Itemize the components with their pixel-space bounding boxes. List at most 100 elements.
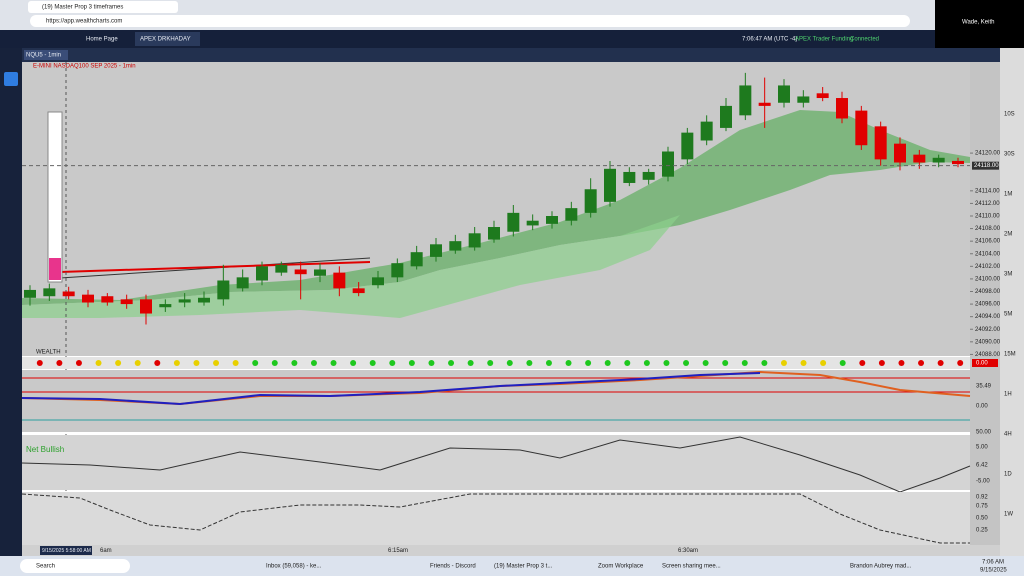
search: Search — [36, 564, 55, 570]
timeframe[interactable]: 3M — [1004, 272, 1012, 278]
stoch-line — [21, 493, 970, 544]
signal-dot — [173, 360, 180, 366]
timeframe[interactable]: 30S — [1004, 152, 1015, 158]
signal-dot — [36, 360, 43, 366]
candle-body — [739, 85, 752, 116]
signal-dot — [330, 360, 337, 366]
timeframe[interactable]: 5M — [1004, 312, 1012, 318]
address-bar[interactable] — [30, 15, 910, 27]
task-app[interactable]: Zoom Workplace — [598, 564, 644, 570]
signal-dot — [56, 360, 63, 366]
search-box[interactable] — [20, 559, 130, 573]
color-swatch[interactable] — [49, 258, 61, 280]
candle-body — [623, 171, 636, 183]
timeframe[interactable]: 10S — [1004, 112, 1015, 118]
browser-tab[interactable] — [28, 1, 178, 13]
signal-dot — [389, 360, 396, 366]
timeframe[interactable]: 4H — [1004, 432, 1012, 438]
cloud-outer — [22, 215, 680, 318]
candle-body — [932, 157, 945, 163]
timeframe[interactable]: 1H — [1004, 392, 1012, 398]
candle-body — [952, 160, 964, 165]
candle-body — [101, 296, 114, 303]
signal-dot — [741, 360, 748, 366]
active-tab[interactable] — [135, 32, 200, 46]
stoch-value: 0.50 — [976, 516, 988, 522]
signal-dot — [467, 360, 474, 366]
task-app[interactable]: Friends - Discord — [430, 564, 476, 570]
signal-dot — [702, 360, 709, 366]
drawing-toolbar — [47, 111, 63, 283]
app-tab[interactable]: APEX DRKHADAY — [140, 37, 191, 43]
momentum-panel — [22, 435, 970, 490]
signal-dot — [624, 360, 631, 366]
candle-body — [391, 263, 404, 278]
candle-body — [24, 289, 36, 298]
timeframe[interactable]: 1D — [1004, 472, 1012, 478]
url: https://app.wealthcharts.com — [46, 19, 122, 25]
momentum-value: 6.42 — [976, 463, 988, 469]
signal-dot — [428, 360, 435, 366]
price-axis — [970, 62, 1000, 546]
candle-body — [507, 212, 520, 232]
task-app[interactable]: Inbox (59,058) - ke... — [266, 564, 322, 570]
news: Brandon Aubrey mad... — [850, 564, 912, 570]
price-label: 24094.00 — [975, 314, 1001, 320]
task-date: 9/15/2025 — [980, 568, 1007, 574]
signal-dot — [565, 360, 572, 366]
stoch-value: 0.25 — [976, 528, 988, 534]
candle-body — [874, 126, 887, 160]
osc-line — [21, 372, 761, 406]
candle-body — [720, 105, 732, 128]
signal-dot — [448, 360, 455, 366]
time-label: 6:15am — [388, 548, 408, 554]
stoch-value: 0.92 — [976, 495, 988, 501]
signal-dot — [545, 360, 552, 366]
price-label: 24096.00 — [975, 302, 1001, 308]
candle-body — [43, 288, 56, 297]
stoch-panel — [22, 492, 970, 545]
add-button[interactable] — [4, 72, 18, 86]
task-app[interactable]: (19) Master Prop 3 t... — [494, 564, 553, 570]
signal-dot — [506, 360, 513, 366]
task-time: 7:06 AM — [982, 560, 1004, 566]
candle-body — [700, 121, 713, 141]
signal-dot — [350, 360, 357, 366]
signal-dot — [878, 360, 885, 366]
signal-dot — [134, 360, 141, 366]
timeframe[interactable]: 15M — [1004, 352, 1016, 358]
symbol-tab[interactable] — [24, 50, 68, 60]
price-label: 24090.00 — [975, 339, 1001, 345]
candle-body — [913, 154, 926, 163]
timeframe[interactable]: 2M — [1004, 232, 1012, 238]
chart-header: E-MINI NASDAQ100 SEP 2025 - 1min — [33, 64, 136, 70]
candle-body — [256, 266, 268, 281]
cursor-tag — [40, 546, 92, 555]
candle-body — [82, 294, 94, 303]
cloud-inner — [22, 110, 970, 305]
oscillator-panel — [22, 370, 970, 432]
trendline — [59, 261, 371, 273]
time-label: 6am — [100, 548, 112, 554]
signal-dot — [310, 360, 317, 366]
candle-body — [584, 189, 597, 213]
candle-body — [294, 269, 307, 275]
candle-body — [488, 227, 500, 240]
task-app[interactable]: Screen sharing mee... — [662, 564, 721, 570]
timeframe[interactable]: 1M — [1004, 192, 1012, 198]
candle-body — [314, 269, 326, 276]
price-label: 24112.00 — [975, 201, 1000, 207]
signal-dot — [957, 360, 964, 366]
price-label: 24092.00 — [975, 327, 1001, 333]
candle-body — [352, 288, 365, 294]
app-tab[interactable]: Home Page — [86, 37, 118, 43]
app-header — [0, 30, 1024, 48]
zoom-user: Wade, Keith — [962, 20, 994, 26]
price-label: 24114.00 — [975, 188, 1000, 194]
signal-dot — [663, 360, 670, 366]
timeframe[interactable]: 1W — [1004, 512, 1013, 518]
signal-dot — [232, 360, 239, 366]
momentum-line — [21, 436, 971, 493]
symbol: NQU5 - 1min — [26, 53, 61, 59]
signal-dot — [213, 360, 220, 366]
